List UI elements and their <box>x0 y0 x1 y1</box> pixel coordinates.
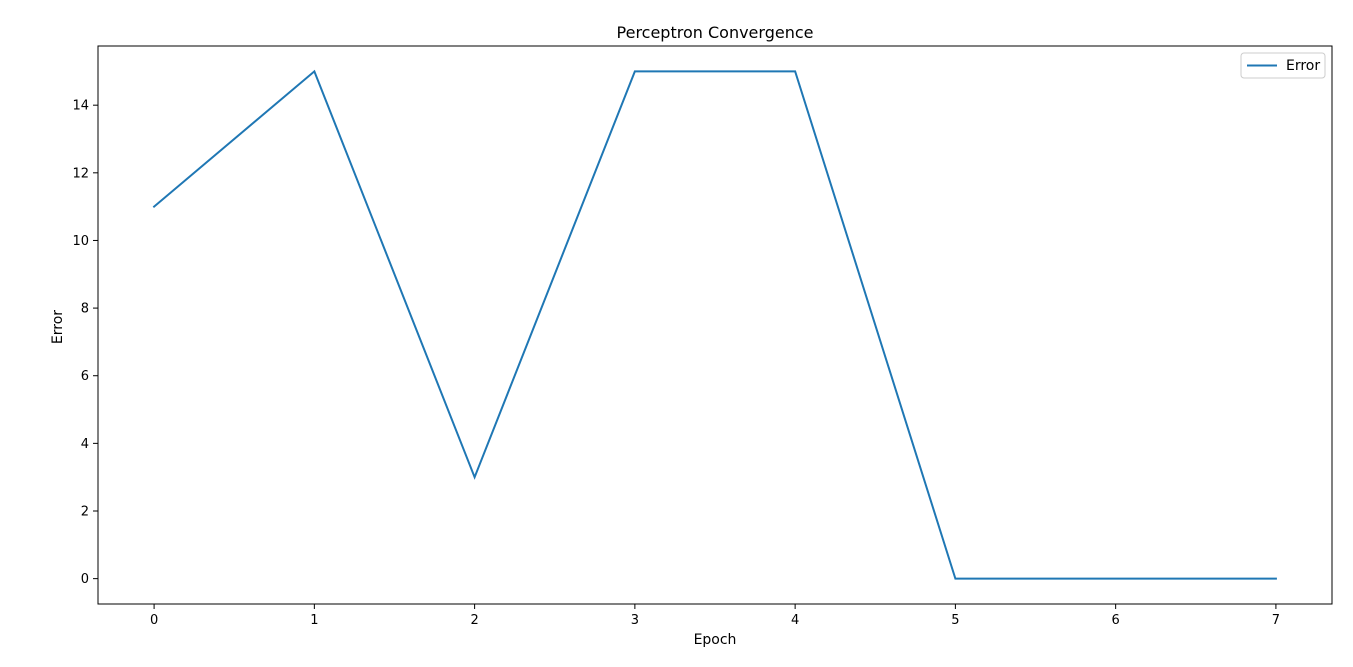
y-tick-label: 0 <box>81 572 89 587</box>
axes-frame <box>97 45 1333 605</box>
series-line-error <box>152 69 1277 580</box>
y-axis-label: Error <box>50 310 66 344</box>
x-tick-label: 4 <box>791 613 799 628</box>
x-tick-label: 5 <box>951 613 959 628</box>
y-tick-label: 10 <box>72 234 89 249</box>
x-tick-label: 7 <box>1272 613 1280 628</box>
x-tick-label: 3 <box>631 613 639 628</box>
plot-area <box>152 69 1277 580</box>
x-tick-label: 2 <box>470 613 478 628</box>
y-tick-label: 8 <box>81 302 89 317</box>
y-tick-label: 2 <box>81 505 89 520</box>
y-tick-label: 6 <box>81 369 89 384</box>
x-tick-label: 0 <box>150 613 158 628</box>
legend-label-error: Error <box>1286 58 1320 74</box>
x-tick-label: 1 <box>310 613 318 628</box>
y-tick-label: 12 <box>72 166 89 181</box>
legend-box <box>1240 52 1326 79</box>
x-tick-label: 6 <box>1112 613 1120 628</box>
y-tick-label: 4 <box>81 437 89 452</box>
chart-title: Perceptron Convergence <box>617 23 814 42</box>
legend: Error <box>1240 52 1326 79</box>
y-tick-label: 14 <box>72 99 89 114</box>
x-axis-label: Epoch <box>694 632 737 648</box>
